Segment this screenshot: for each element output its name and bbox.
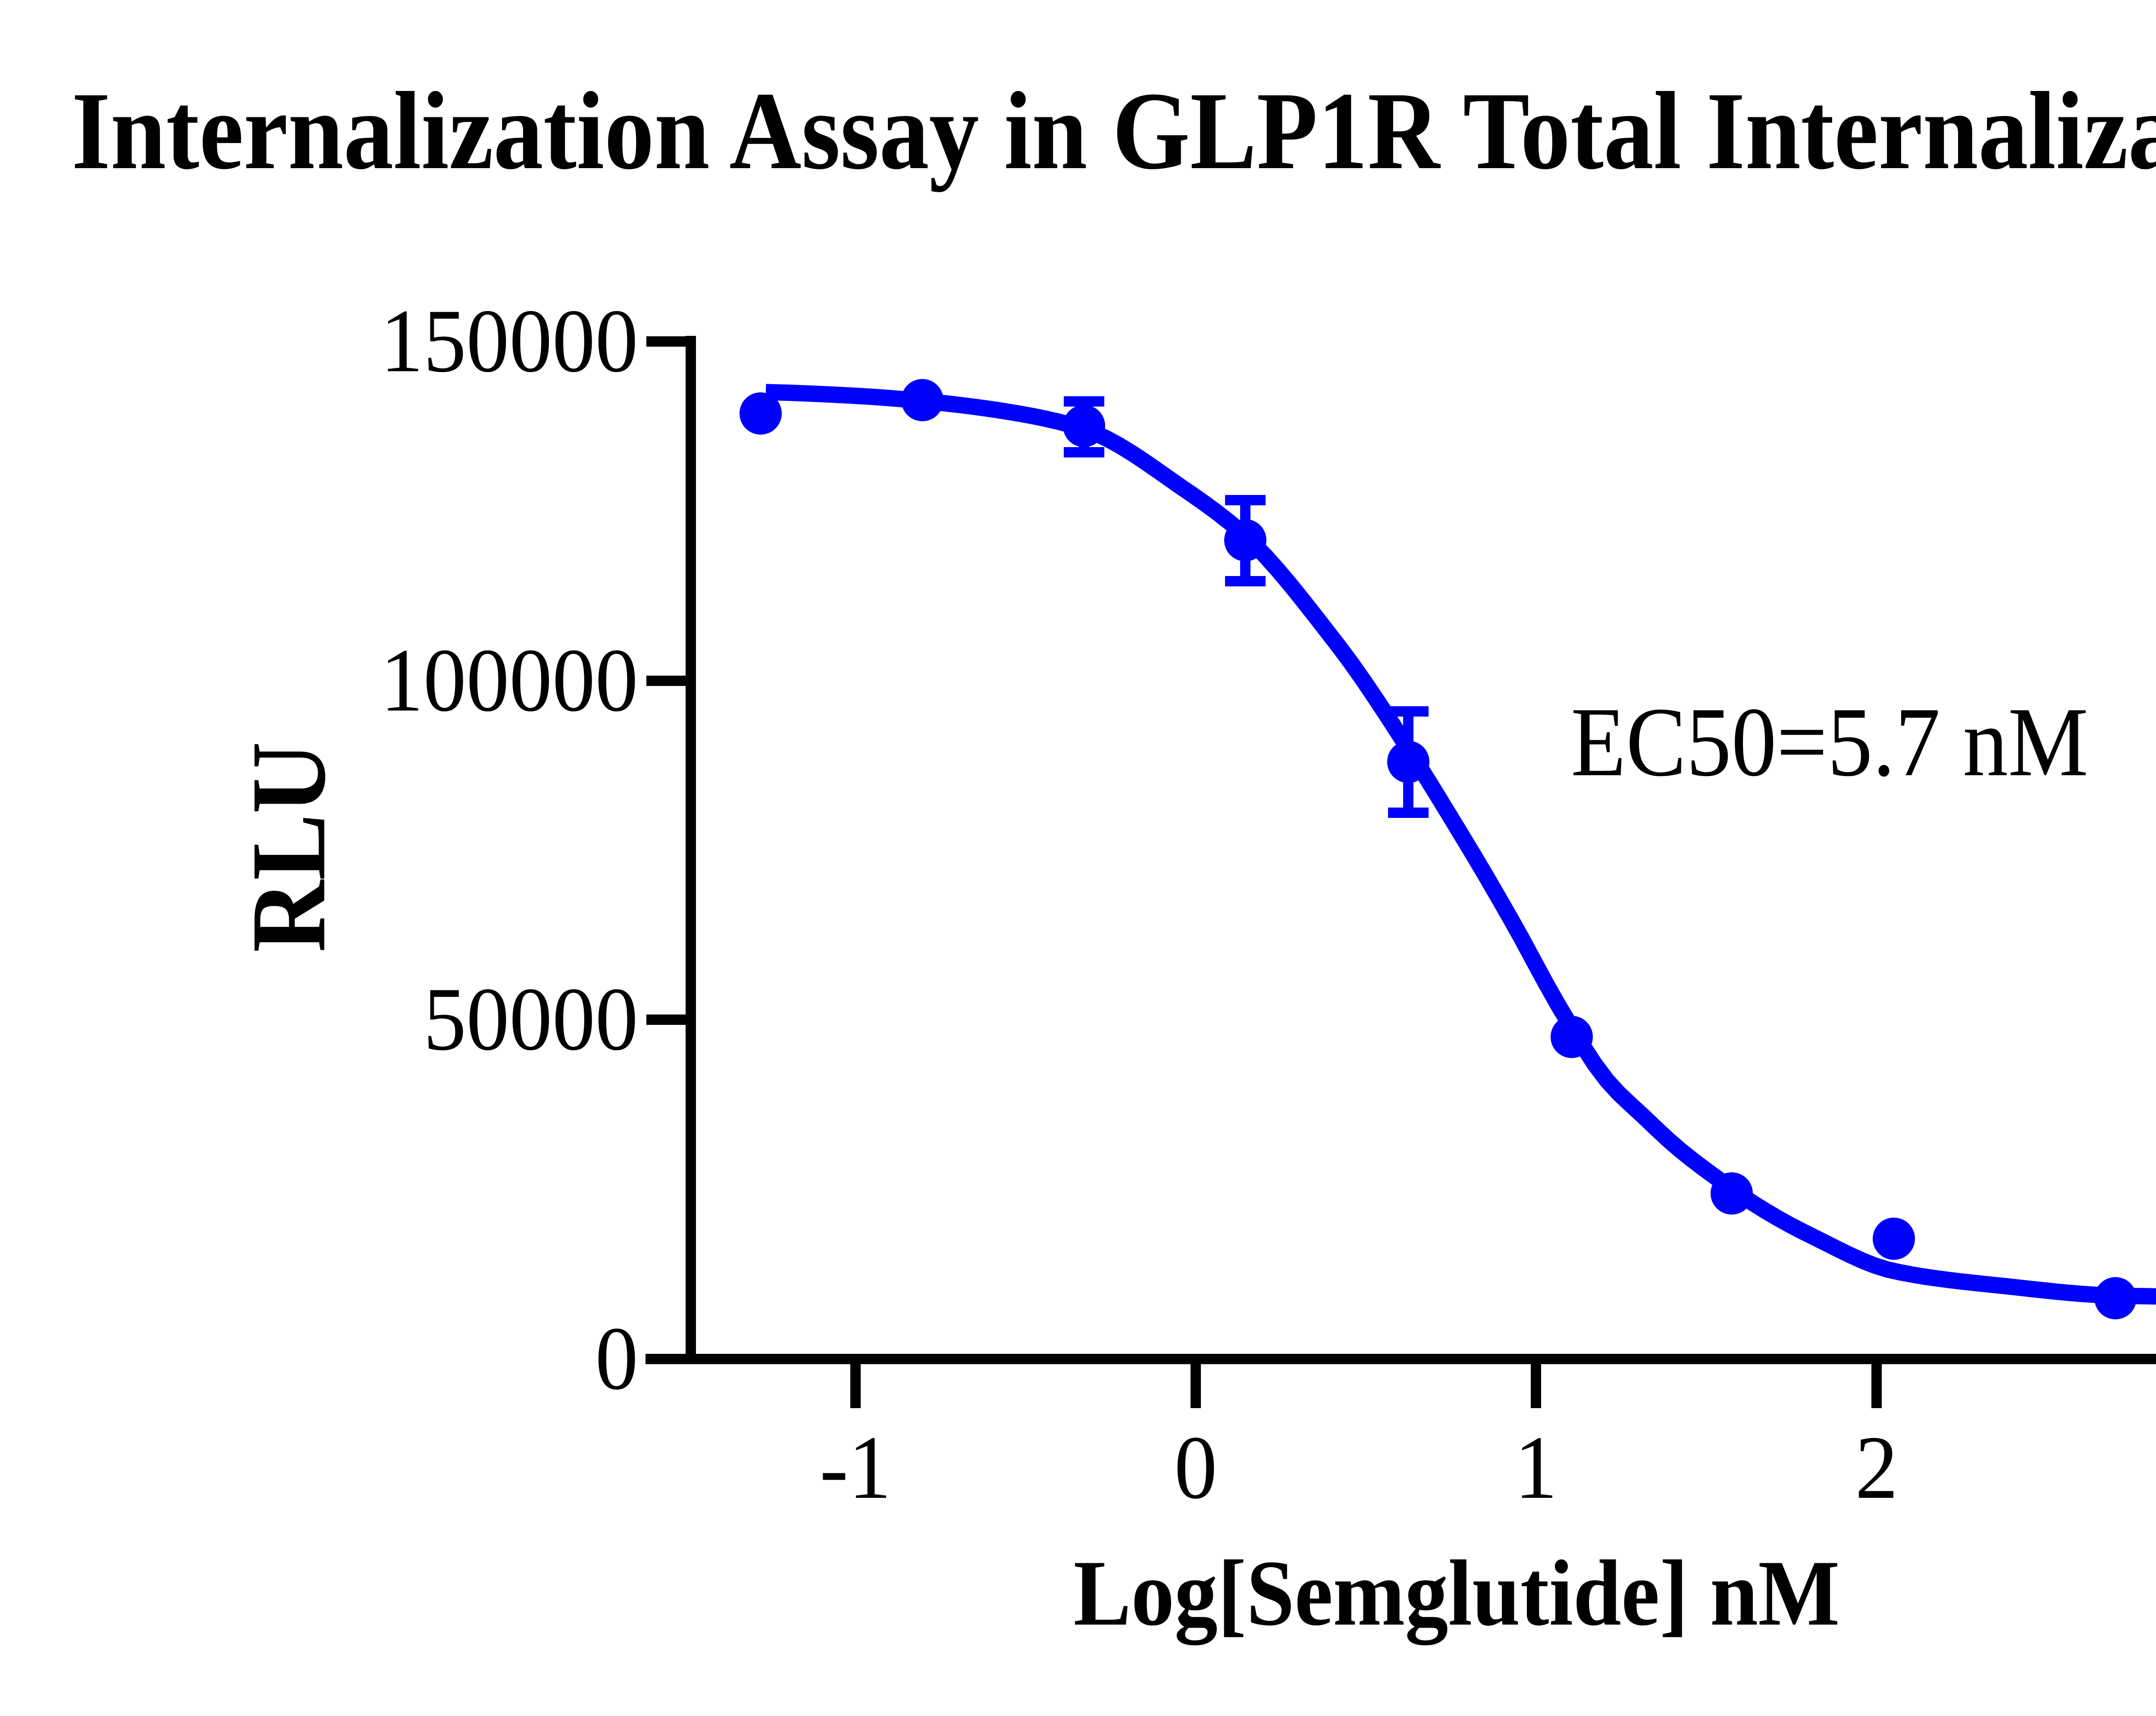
- svg-text:1: 1: [1514, 1418, 1557, 1518]
- svg-text:150000: 150000: [380, 291, 638, 391]
- svg-text:2: 2: [1855, 1418, 1898, 1518]
- svg-text:-1: -1: [820, 1418, 891, 1518]
- svg-text:0: 0: [595, 1309, 638, 1409]
- svg-text:Log[Semglutide] nM: Log[Semglutide] nM: [1073, 1541, 1839, 1645]
- svg-text:RLU: RLU: [229, 742, 347, 952]
- svg-text:100000: 100000: [380, 630, 638, 730]
- svg-text:50000: 50000: [423, 969, 638, 1069]
- svg-text:EC50=5.7 nM: EC50=5.7 nM: [1571, 687, 2088, 797]
- svg-text:Internalization Assay in GLP1R: Internalization Assay in GLP1R Total Int…: [72, 70, 2156, 193]
- svg-text:0: 0: [1174, 1418, 1217, 1518]
